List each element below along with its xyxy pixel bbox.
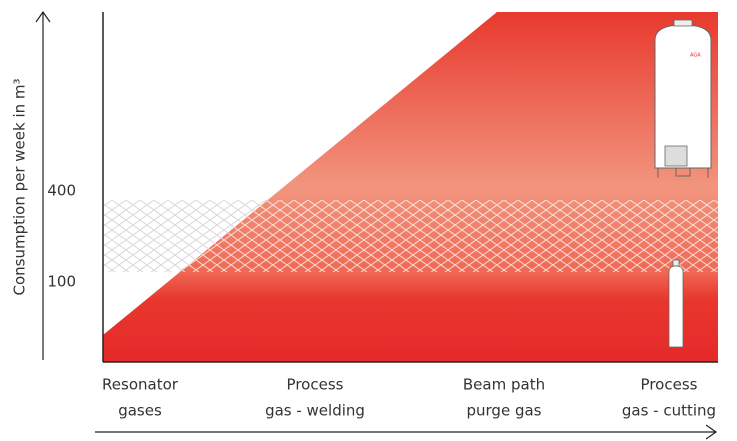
- category-label: Process: [287, 376, 344, 394]
- category-label: purge gas: [467, 402, 542, 420]
- y-arrow: [35, 10, 51, 360]
- category-label: gases: [118, 402, 162, 420]
- category-label: Process: [641, 376, 698, 394]
- category-label: gas - welding: [265, 402, 365, 420]
- category-label: Beam path: [463, 376, 545, 394]
- x-labels: Resonator gases Process gas - welding Be…: [102, 376, 716, 420]
- cylinder-logo: AGA: [690, 53, 701, 59]
- category-label: gas - cutting: [622, 402, 716, 420]
- y-tick-label: 100: [47, 273, 76, 291]
- category-label: Resonator: [102, 376, 179, 394]
- small-cylinder: [668, 259, 684, 348]
- consumption-area: [103, 12, 718, 362]
- x-arrow: [95, 424, 718, 440]
- y-axis-label: Consumption per week in m³: [11, 78, 29, 295]
- large-cylinder: AGA: [654, 19, 712, 178]
- y-tick-label: 400: [47, 182, 76, 200]
